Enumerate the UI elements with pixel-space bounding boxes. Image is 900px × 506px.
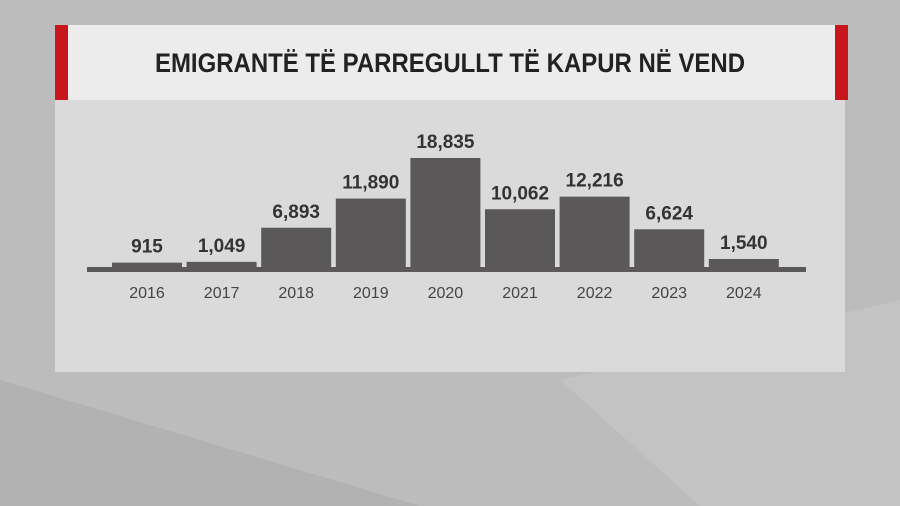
value-label: 11,890 — [342, 173, 399, 194]
background-shape — [0, 380, 420, 506]
baseline — [87, 267, 806, 272]
bar — [112, 262, 182, 268]
value-label: 6,624 — [645, 203, 693, 224]
value-label: 10,062 — [491, 183, 549, 204]
value-label: 1,540 — [720, 233, 768, 254]
value-label: 6,893 — [272, 202, 320, 223]
x-tick-label: 2023 — [651, 285, 687, 302]
value-label: 12,216 — [566, 171, 624, 192]
title-accent — [835, 25, 848, 100]
title-accent — [55, 25, 68, 100]
x-tick-label: 2019 — [353, 285, 389, 302]
x-tick-label: 2020 — [428, 285, 464, 302]
value-label: 18,835 — [416, 132, 475, 153]
bar — [410, 158, 481, 268]
x-tick-label: 2017 — [204, 285, 240, 302]
value-label: 915 — [131, 237, 163, 258]
x-tick-label: 2018 — [278, 285, 314, 302]
value-label: 1,049 — [198, 236, 246, 257]
bar — [708, 259, 779, 268]
bar — [186, 261, 257, 268]
x-tick-label: 2021 — [502, 285, 538, 302]
x-tick-label: 2022 — [577, 285, 613, 302]
title-band — [55, 25, 845, 100]
bar — [634, 229, 705, 268]
chart-title: EMIGRANTË TË PARREGULLT TË KAPUR NË VEND — [155, 48, 745, 78]
bar — [335, 198, 406, 268]
bar — [261, 227, 332, 268]
bar — [485, 209, 555, 268]
x-tick-label: 2016 — [129, 285, 165, 302]
x-tick-label: 2024 — [726, 285, 762, 302]
bar — [559, 196, 630, 268]
